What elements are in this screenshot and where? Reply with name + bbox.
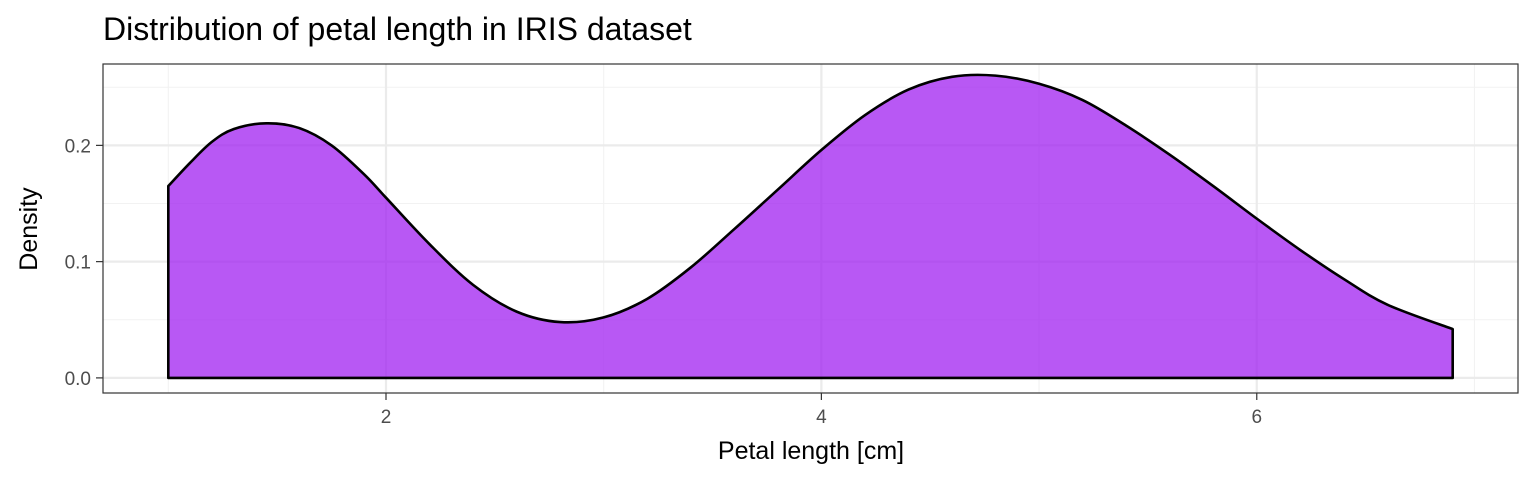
x-tick-label: 4 — [816, 407, 827, 428]
x-tick-label: 6 — [1251, 407, 1262, 428]
density-area-layer — [167, 73, 1454, 380]
y-tick-label: 0.2 — [65, 136, 91, 157]
y-tick-label: 0.1 — [65, 253, 91, 274]
y-axis: 0.0 0.1 0.2 — [65, 136, 103, 390]
x-tick-label: 2 — [381, 407, 392, 428]
y-tick-label: 0.0 — [65, 369, 91, 390]
panel-border — [102, 63, 1519, 394]
x-axis-label: Petal length [cm] — [718, 437, 904, 465]
chart-title: Distribution of petal length in IRIS dat… — [103, 11, 692, 47]
density-area — [167, 73, 1454, 380]
x-axis: 2 4 6 — [381, 393, 1262, 428]
y-axis-label: Density — [15, 187, 43, 271]
